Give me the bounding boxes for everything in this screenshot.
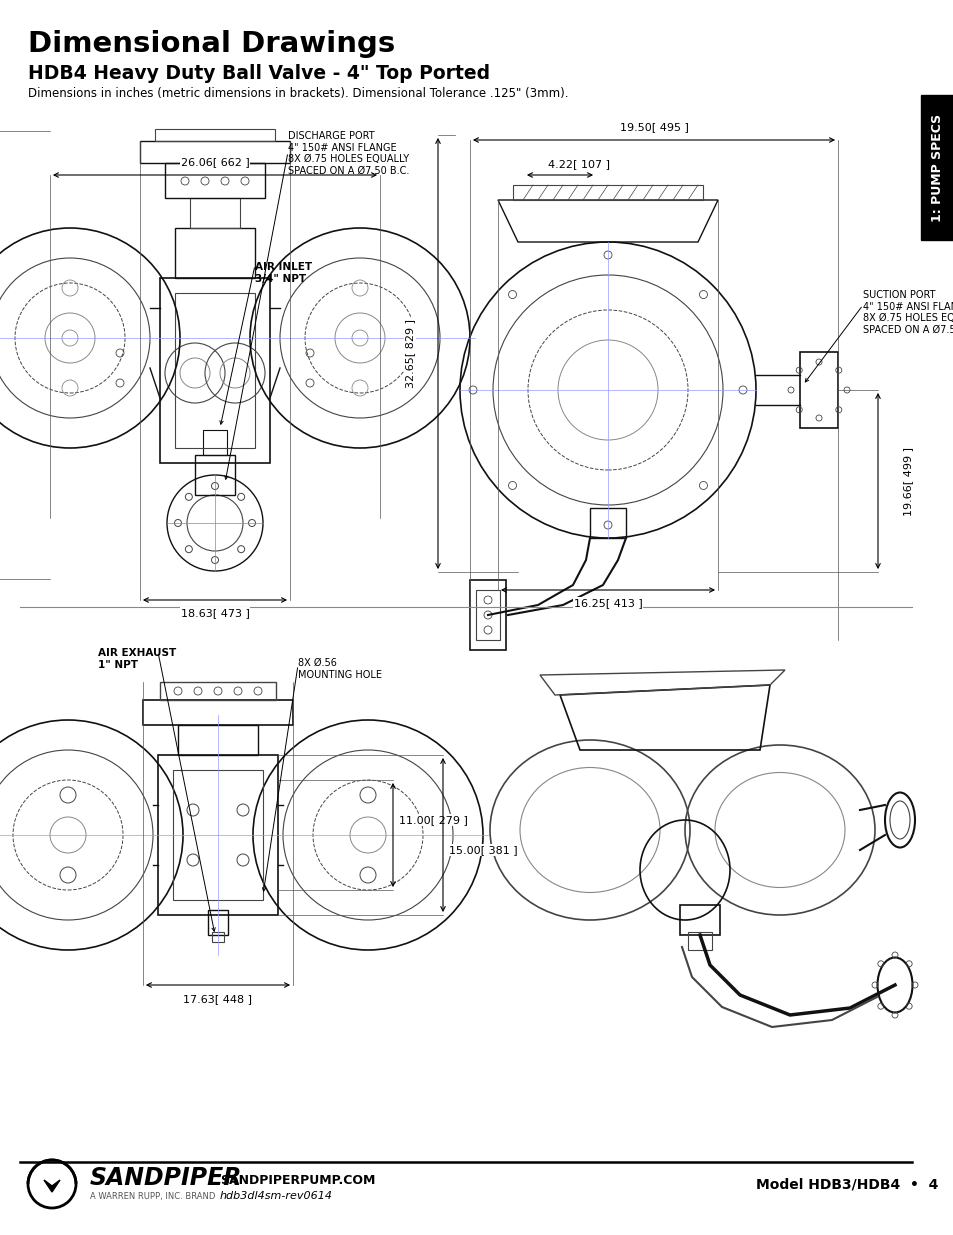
- Bar: [470, 580, 505, 650]
- Text: 17.63[ 448 ]: 17.63[ 448 ]: [183, 994, 253, 1004]
- Text: 19.66[ 499 ]: 19.66[ 499 ]: [902, 447, 912, 515]
- Bar: [143, 700, 293, 725]
- Bar: [212, 932, 224, 942]
- Bar: [174, 228, 254, 278]
- Text: 16.25[ 413 ]: 16.25[ 413 ]: [573, 598, 641, 608]
- Text: A WARREN RUPP, INC. BRAND: A WARREN RUPP, INC. BRAND: [90, 1192, 215, 1200]
- Bar: [513, 185, 702, 200]
- Text: Dimensions in inches (metric dimensions in brackets). Dimensional Tolerance .125: Dimensions in inches (metric dimensions …: [28, 86, 568, 100]
- Text: 11.00[ 279 ]: 11.00[ 279 ]: [398, 815, 467, 825]
- Bar: [160, 278, 270, 463]
- Bar: [174, 293, 254, 448]
- Text: SANDPIPER: SANDPIPER: [90, 1166, 242, 1191]
- Bar: [800, 352, 837, 429]
- Text: 26.06[ 662 ]: 26.06[ 662 ]: [180, 157, 249, 167]
- Bar: [687, 932, 711, 950]
- Text: 15.00[ 381 ]: 15.00[ 381 ]: [448, 845, 517, 855]
- Text: AIR INLET
3/4" NPT: AIR INLET 3/4" NPT: [254, 262, 312, 284]
- Text: hdb3dl4sm-rev0614: hdb3dl4sm-rev0614: [220, 1191, 333, 1200]
- Polygon shape: [44, 1179, 60, 1192]
- Bar: [679, 905, 720, 935]
- Text: HDB4 Heavy Duty Ball Valve - 4" Top Ported: HDB4 Heavy Duty Ball Valve - 4" Top Port…: [28, 64, 490, 83]
- Bar: [178, 725, 257, 755]
- Text: Model HDB3/HDB4  •  4: Model HDB3/HDB4 • 4: [755, 1177, 938, 1191]
- Text: SANDPIPERPUMP.COM: SANDPIPERPUMP.COM: [220, 1173, 375, 1187]
- Bar: [589, 508, 625, 538]
- Text: AIR EXHAUST
1" NPT: AIR EXHAUST 1" NPT: [98, 648, 176, 669]
- Text: DISCHARGE PORT
4" 150# ANSI FLANGE
8X Ø.75 HOLES EQUALLY
SPACED ON A Ø7.50 B.C.: DISCHARGE PORT 4" 150# ANSI FLANGE 8X Ø.…: [288, 131, 409, 175]
- Bar: [165, 163, 265, 198]
- Text: 32.65[ 829 ]: 32.65[ 829 ]: [405, 319, 415, 388]
- Bar: [190, 198, 240, 228]
- Bar: [160, 682, 275, 700]
- Text: 8X Ø.56
MOUNTING HOLE: 8X Ø.56 MOUNTING HOLE: [297, 658, 381, 679]
- Text: 1: PUMP SPECS: 1: PUMP SPECS: [930, 114, 943, 222]
- Bar: [154, 128, 274, 141]
- Bar: [208, 910, 228, 935]
- Text: 18.63[ 473 ]: 18.63[ 473 ]: [180, 608, 249, 618]
- Text: 4.22[ 107 ]: 4.22[ 107 ]: [547, 159, 609, 169]
- Bar: [203, 430, 227, 454]
- Bar: [920, 95, 953, 240]
- Bar: [194, 454, 234, 495]
- Bar: [476, 590, 499, 640]
- Text: SUCTION PORT
4" 150# ANSI FLANGE
8X Ø.75 HOLES EQUALLY
SPACED ON A Ø7.50 B.C.: SUCTION PORT 4" 150# ANSI FLANGE 8X Ø.75…: [862, 290, 953, 335]
- Bar: [158, 755, 277, 915]
- Text: 19.50[ 495 ]: 19.50[ 495 ]: [618, 122, 688, 132]
- Bar: [172, 769, 263, 900]
- Bar: [140, 141, 290, 163]
- Text: Dimensional Drawings: Dimensional Drawings: [28, 30, 395, 58]
